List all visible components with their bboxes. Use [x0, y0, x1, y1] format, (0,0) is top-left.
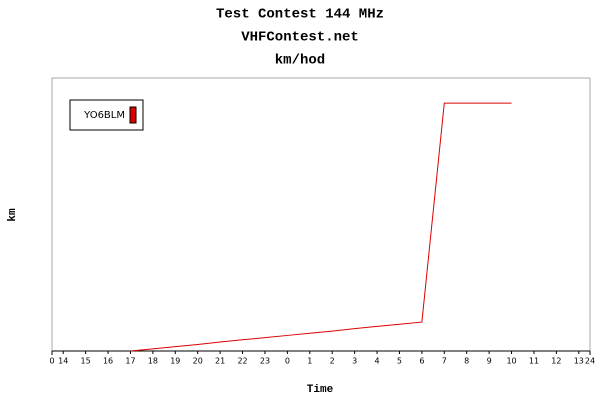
x-tick-label: 20 [193, 357, 203, 366]
x-tick-label: 12 [551, 357, 561, 366]
x-tick-label: 18 [148, 357, 158, 366]
x-tick-label: 19 [170, 357, 180, 366]
x-tick-label: 5 [397, 357, 402, 366]
x-tick-label: 6 [419, 357, 424, 366]
x-tick-label: 10 [506, 357, 516, 366]
plot-frame [51, 77, 591, 351]
x-tick-label: 7 [442, 357, 447, 366]
x-tick-label: 1 [307, 357, 312, 366]
y-axis-label: km [7, 208, 19, 222]
x-tick-label: 0 [49, 357, 54, 366]
x-tick-label: 9 [487, 357, 492, 366]
series-line [130, 102, 512, 352]
x-tick-label: 8 [464, 357, 469, 366]
x-tick-label: 2 [330, 357, 335, 366]
unit-label: km/hod [275, 53, 325, 69]
x-tick-label: 15 [81, 357, 91, 366]
x-axis-label: Time [307, 384, 334, 396]
x-tick-label: 24 [585, 357, 595, 366]
x-tick-label: 11 [529, 357, 539, 366]
x-tick-label: 4 [374, 357, 379, 366]
x-tick-label: 23 [260, 357, 270, 366]
x-tick-label: 17 [125, 357, 135, 366]
legend-swatch [129, 106, 137, 124]
x-tick-label: 13 [574, 357, 584, 366]
chart-title: Test Contest 144 MHz [216, 7, 384, 23]
chart-subtitle: VHFContest.net [241, 30, 359, 46]
x-tick-label: 22 [237, 357, 247, 366]
legend-label: YO6BLM [83, 110, 125, 121]
x-tick-label: 3 [352, 357, 357, 366]
x-tick-label: 16 [103, 357, 113, 366]
x-tick-label: 21 [215, 357, 225, 366]
x-tick-label: 0 [285, 357, 290, 366]
x-tick-label: 14 [58, 357, 68, 366]
